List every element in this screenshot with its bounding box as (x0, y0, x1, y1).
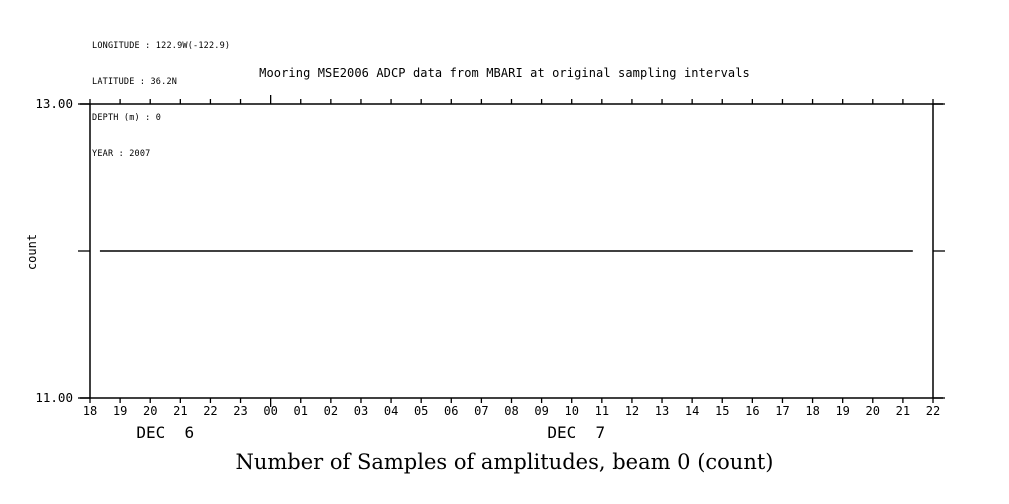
x-tick-label: 21 (896, 404, 910, 418)
x-tick-label: 16 (745, 404, 759, 418)
chart-title: Mooring MSE2006 ADCP data from MBARI at … (259, 66, 750, 80)
x-tick-label: 04 (384, 404, 398, 418)
day-label: DEC 6 (136, 423, 194, 442)
x-tick-label: 08 (504, 404, 518, 418)
y-tick-label: 13.00 (35, 96, 73, 111)
x-tick-label: 17 (775, 404, 789, 418)
x-tick-label: 12 (625, 404, 639, 418)
x-tick-label: 11 (595, 404, 609, 418)
x-tick-label: 10 (564, 404, 578, 418)
metadata-year: YEAR : 2007 (92, 149, 151, 159)
x-tick-label: 00 (263, 404, 277, 418)
x-tick-label: 23 (233, 404, 247, 418)
metadata-depth: DEPTH (m) : 0 (92, 113, 162, 123)
x-tick-label: 03 (354, 404, 368, 418)
x-tick-label: 07 (474, 404, 488, 418)
y-axis-label: count (25, 233, 39, 271)
x-tick-label: 14 (685, 404, 699, 418)
y-tick-label: 11.00 (35, 390, 73, 405)
x-tick-label: 19 (113, 404, 127, 418)
x-tick-label: 13 (655, 404, 669, 418)
x-tick-label: 05 (414, 404, 428, 418)
x-tick-label: 19 (835, 404, 849, 418)
x-tick-label: 20 (866, 404, 880, 418)
metadata-block: LONGITUDE : 122.9W(-122.9) LATITUDE : 36… (92, 16, 230, 172)
x-tick-label: 18 (83, 404, 97, 418)
metadata-longitude: LONGITUDE : 122.9W(-122.9) (92, 41, 231, 51)
x-tick-label: 01 (294, 404, 308, 418)
x-tick-label: 20 (143, 404, 157, 418)
x-tick-label: 18 (805, 404, 819, 418)
x-tick-label: 15 (715, 404, 729, 418)
day-label: DEC 7 (547, 423, 605, 442)
x-tick-label: 06 (444, 404, 458, 418)
chart-caption: Number of Samples of amplitudes, beam 0 … (235, 450, 774, 474)
x-tick-label: 09 (534, 404, 548, 418)
x-tick-label: 21 (173, 404, 187, 418)
x-tick-label: 22 (926, 404, 940, 418)
metadata-latitude: LATITUDE : 36.2N (92, 77, 178, 87)
x-tick-label: 02 (324, 404, 338, 418)
x-tick-label: 22 (203, 404, 217, 418)
